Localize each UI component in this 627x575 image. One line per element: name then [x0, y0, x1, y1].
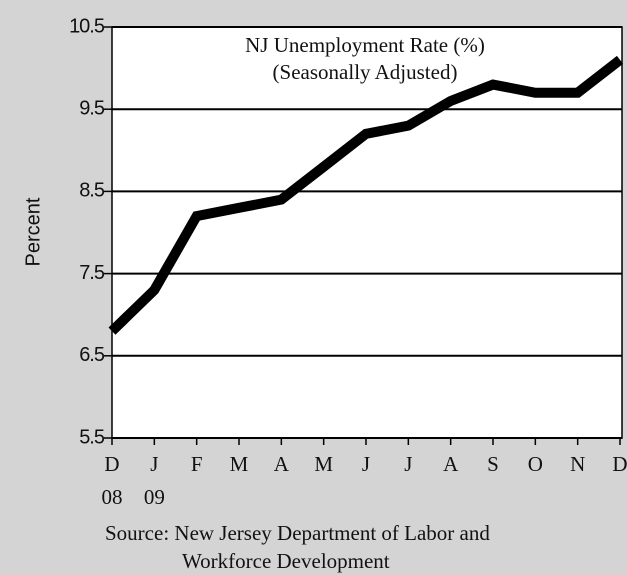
- y-axis-label: Percent: [22, 197, 44, 266]
- x-year-label: 08: [102, 485, 123, 509]
- source-line: Workforce Development: [182, 549, 390, 573]
- x-tick-label: S: [487, 452, 499, 476]
- chart-title: NJ Unemployment Rate (%): [245, 33, 485, 57]
- x-tick-label: D: [612, 452, 627, 476]
- x-tick-label: J: [150, 452, 158, 476]
- x-tick-label: A: [274, 452, 290, 476]
- x-tick-label: J: [362, 452, 370, 476]
- x-tick-label: D: [104, 452, 119, 476]
- x-tick-label: M: [230, 452, 249, 476]
- y-tick-label: 8.5: [79, 180, 105, 202]
- x-tick-label: F: [191, 452, 203, 476]
- x-tick-label: O: [528, 452, 543, 476]
- x-tick-label: N: [570, 452, 585, 476]
- y-tick-label: 7.5: [79, 262, 105, 284]
- y-tick-label: 6.5: [79, 344, 105, 366]
- x-year-label: 09: [144, 485, 165, 509]
- y-tick-label: 5.5: [79, 426, 105, 448]
- chart-subtitle: (Seasonally Adjusted): [273, 60, 458, 84]
- x-tick-label: A: [443, 452, 459, 476]
- data-line: [108, 55, 624, 335]
- y-tick-label: 10.5: [69, 15, 105, 37]
- source-line: Source: New Jersey Department of Labor a…: [105, 521, 490, 545]
- x-tick-label: J: [404, 452, 412, 476]
- x-tick-label: M: [314, 452, 333, 476]
- y-tick-label: 9.5: [79, 97, 105, 119]
